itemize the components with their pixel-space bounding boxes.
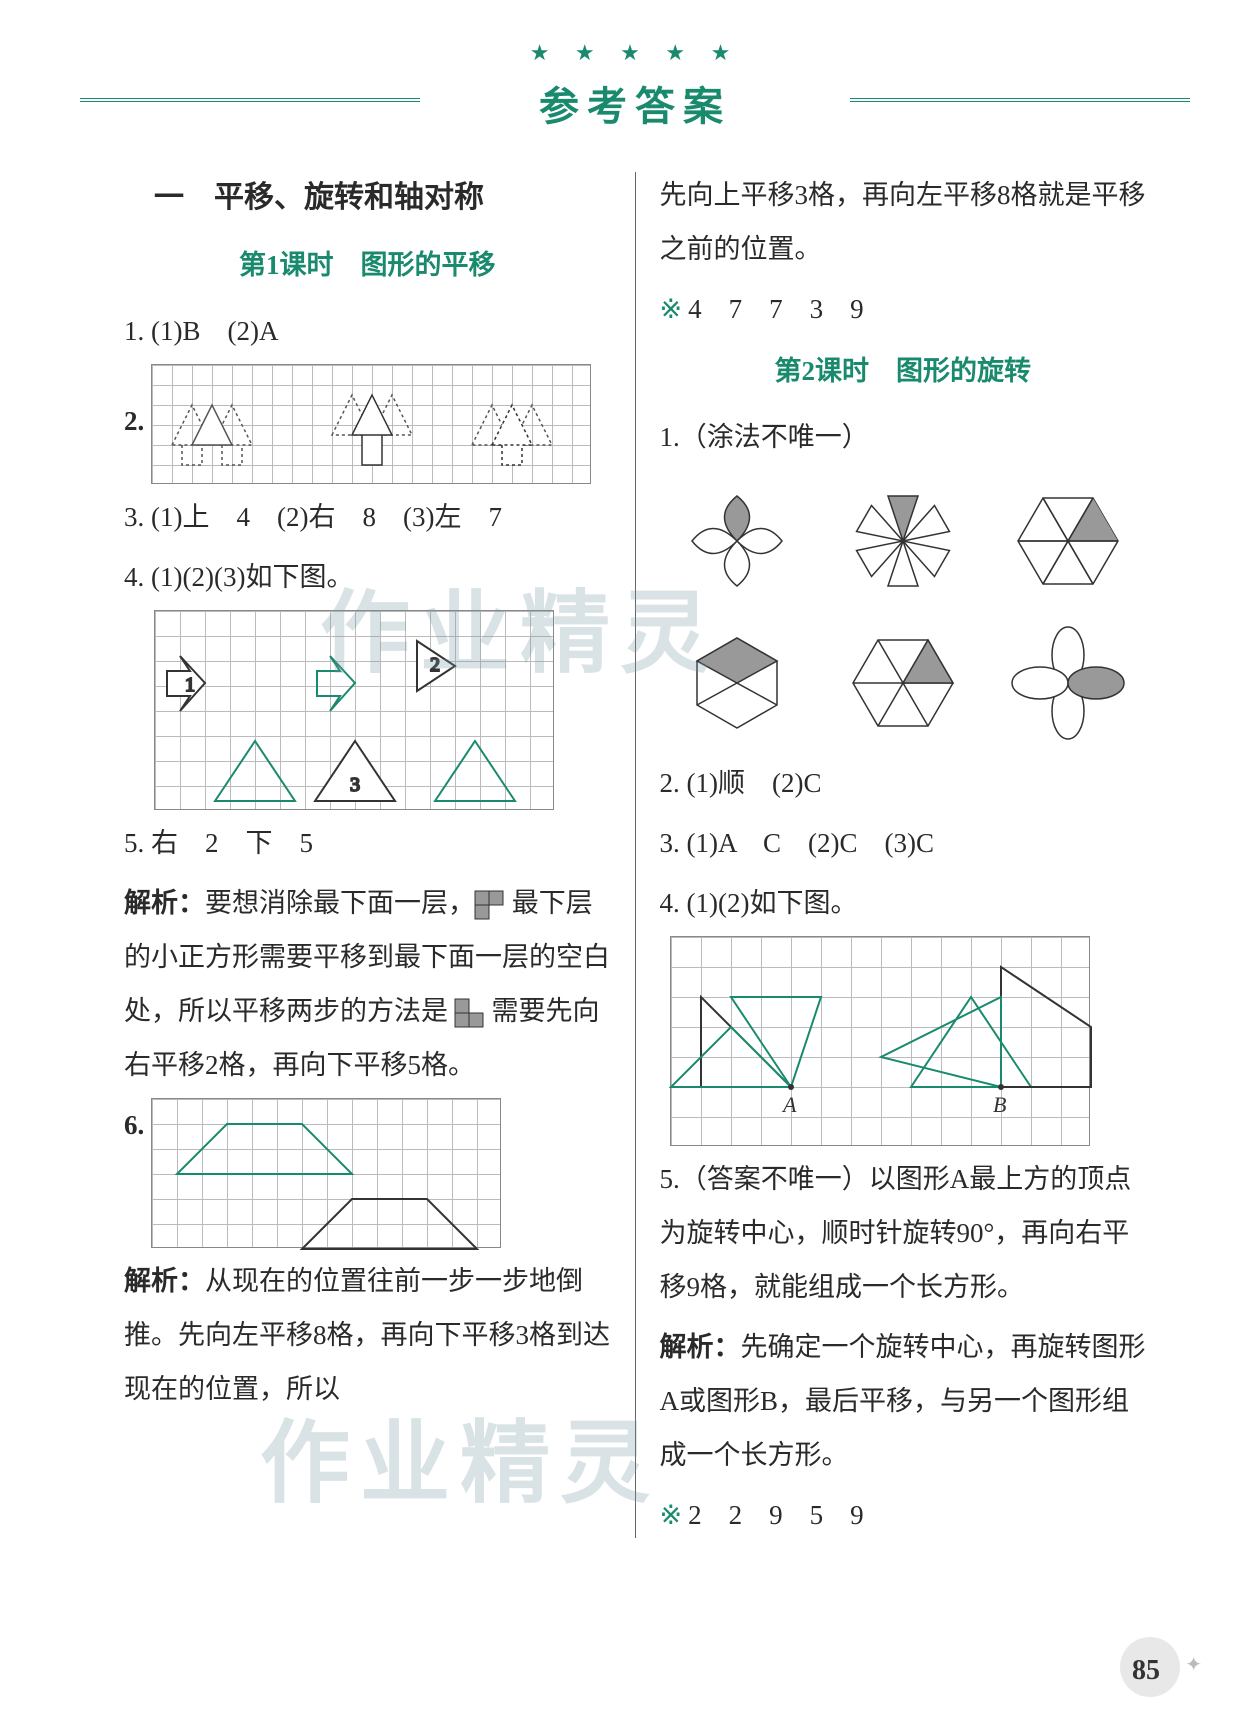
page-title: 参考答案 xyxy=(100,74,1170,132)
page-header: ★ ★ ★ ★ ★ 参考答案 xyxy=(100,40,1170,132)
analysis-label-3: 解析： xyxy=(660,1332,741,1362)
q6-analysis: 解析：从现在的位置往前一步一步地倒推。先向左平移8格，再向下平移3格到达现在的位… xyxy=(124,1254,611,1416)
star-row-1: ※4 7 7 3 9 xyxy=(660,282,1147,336)
lesson-1-title: 第1课时 图形的平移 xyxy=(124,238,611,292)
q2-figure xyxy=(151,364,591,484)
star-icon: ※ xyxy=(660,294,683,324)
q5: 5. 右 2 下 5 xyxy=(124,816,611,870)
q6-label: 6. xyxy=(124,1110,144,1140)
q4-figure-wrap: 1 2 3 xyxy=(154,610,611,810)
shape-pinwheel xyxy=(833,476,973,606)
r-q5-analysis: 解析：先确定一个旋转中心，再旋转图形A或图形B，最后平移，与另一个图形组成一个长… xyxy=(660,1320,1147,1482)
tetromino-icon-1 xyxy=(475,891,505,921)
title-rule-left xyxy=(80,98,420,102)
r-q1: 1.（涂法不唯一） xyxy=(660,410,1147,464)
shapes-row-1 xyxy=(660,476,1147,606)
q1: 1. (1)B (2)A xyxy=(124,304,611,358)
svg-text:3: 3 xyxy=(350,774,360,796)
star-nums-1: 4 7 7 3 9 xyxy=(688,294,864,324)
shape-four-petal xyxy=(667,476,807,606)
star-row-2: ※2 2 9 5 9 xyxy=(660,1488,1147,1542)
left-column: 一 平移、旋转和轴对称 第1课时 图形的平移 1. (1)B (2)A 2. xyxy=(100,162,635,1548)
star-icon-2: ※ xyxy=(660,1500,683,1530)
shape-flower xyxy=(998,618,1138,748)
q5-analysis: 解析：要想消除最下面一层， 最下层的小正方形需要平移到最下面一层的空白处，所以平… xyxy=(124,876,611,1092)
shape-hex-spiral xyxy=(998,476,1138,606)
svg-text:A: A xyxy=(781,1092,797,1117)
r-q4-figure: A B xyxy=(670,936,1090,1146)
title-rule-right xyxy=(850,98,1190,102)
right-cont: 先向上平移3格，再向左平移8格就是平移之前的位置。 xyxy=(660,168,1147,276)
shape-hex-tri xyxy=(833,618,973,748)
r-q3: 3. (1)A C (2)C (3)C xyxy=(660,816,1147,870)
title-text: 参考答案 xyxy=(539,84,731,129)
q2-label: 2. xyxy=(124,406,144,436)
svg-text:B: B xyxy=(993,1092,1006,1117)
page-number: 85 xyxy=(1132,1655,1160,1687)
analysis-label: 解析： xyxy=(124,888,205,918)
q4-figure: 1 2 3 xyxy=(154,610,554,810)
r-q4: 4. (1)(2)如下图。 xyxy=(660,876,1147,930)
content-columns: 一 平移、旋转和轴对称 第1课时 图形的平移 1. (1)B (2)A 2. xyxy=(100,162,1170,1548)
svg-text:2: 2 xyxy=(430,654,440,676)
q3: 3. (1)上 4 (2)右 8 (3)左 7 xyxy=(124,490,611,544)
r-q5: 5.（答案不唯一）以图形A最上方的顶点为旋转中心，顺时针旋转90°，再向右平移9… xyxy=(660,1152,1147,1314)
right-column: 先向上平移3格，再向左平移8格就是平移之前的位置。 ※4 7 7 3 9 第2课… xyxy=(636,162,1171,1548)
star-nums-2: 2 2 9 5 9 xyxy=(688,1500,864,1530)
section-heading: 一 平移、旋转和轴对称 xyxy=(154,168,611,228)
analysis-label-2: 解析： xyxy=(124,1266,205,1296)
q6-figure xyxy=(151,1098,501,1248)
shape-cube xyxy=(667,618,807,748)
q4: 4. (1)(2)(3)如下图。 xyxy=(124,550,611,604)
q6: 6. xyxy=(124,1098,611,1248)
corner-star-icon: ✦ xyxy=(1185,1652,1202,1677)
r-q2: 2. (1)顺 (2)C xyxy=(660,756,1147,810)
tetromino-icon-2 xyxy=(455,999,485,1029)
r-q4-figure-wrap: A B xyxy=(670,936,1147,1146)
shapes-row-2 xyxy=(660,618,1147,748)
q2: 2. xyxy=(124,364,611,484)
svg-text:1: 1 xyxy=(185,674,195,696)
lesson-2-title: 第2课时 图形的旋转 xyxy=(660,344,1147,398)
header-stars: ★ ★ ★ ★ ★ xyxy=(100,40,1170,66)
